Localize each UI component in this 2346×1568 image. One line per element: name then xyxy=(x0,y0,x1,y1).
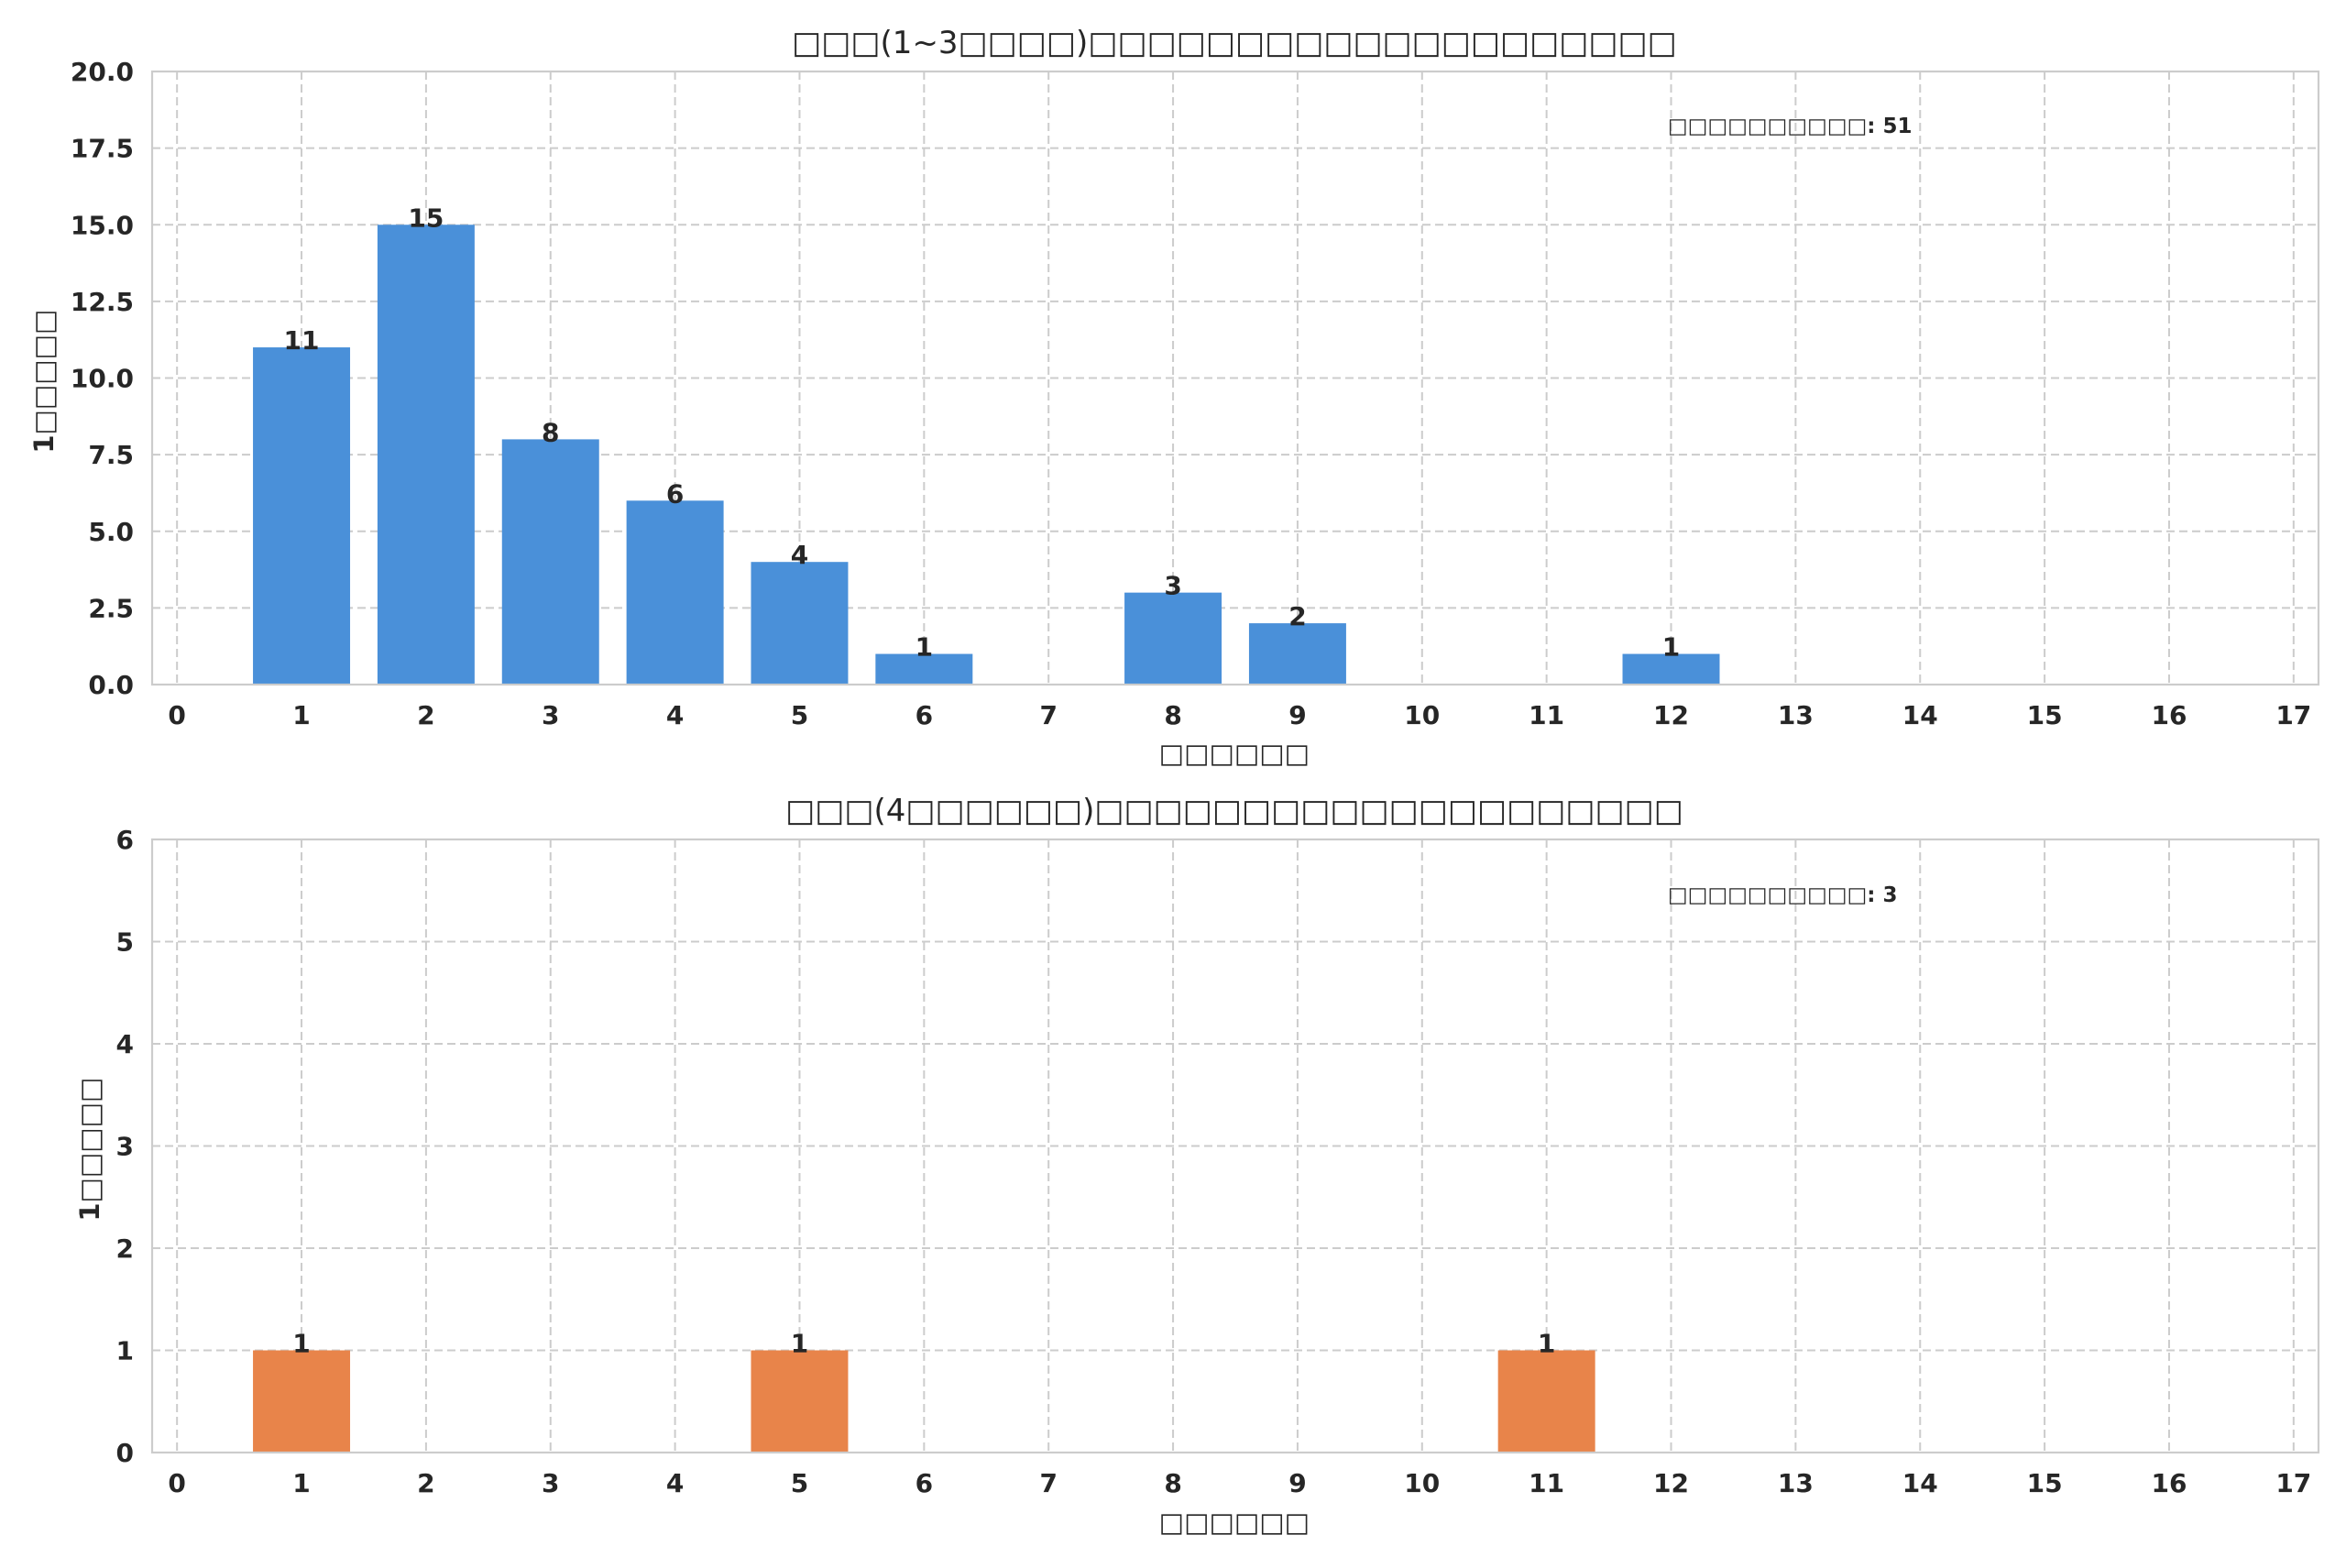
top-chart-annotation: □□□□□□□□□□: 51 xyxy=(1668,115,1913,138)
top-chart-x-tick-label: 15 xyxy=(2027,700,2063,730)
top-chart-x-tick-label: 3 xyxy=(542,700,559,730)
top-chart-bar-value-label: 11 xyxy=(284,325,320,356)
top-chart-bar-value-label: 15 xyxy=(408,203,444,233)
bottom-chart-ylabel: 1□□□□□ xyxy=(74,1077,105,1221)
bottom-chart-x-tick-label: 6 xyxy=(915,1468,933,1498)
top-chart-x-tick-label: 10 xyxy=(1404,700,1440,730)
top-chart-x-tick-label: 11 xyxy=(1529,700,1564,730)
bottom-chart-x-tick-label: 15 xyxy=(2027,1468,2063,1498)
top-chart-x-tick-label: 8 xyxy=(1164,700,1181,730)
top-chart-y-tick-label: 0.0 xyxy=(88,670,134,700)
top-chart-x-tick-label: 17 xyxy=(2275,700,2311,730)
top-chart-x-tick-label: 6 xyxy=(915,700,933,730)
bottom-chart-bar-value-label: 1 xyxy=(1538,1329,1555,1359)
top-chart-bar xyxy=(626,500,724,685)
top-chart-axes-frame xyxy=(150,70,2320,686)
bottom-chart-axes-frame xyxy=(150,838,2320,1454)
bottom-chart-x-tick-label: 1 xyxy=(292,1468,310,1498)
top-chart-bar-value-label: 1 xyxy=(915,632,933,663)
bottom-chart-x-tick-label: 10 xyxy=(1404,1468,1440,1498)
bottom-chart-x-tick-label: 0 xyxy=(168,1468,185,1498)
top-chart-bar xyxy=(377,225,475,685)
bottom-chart-bar-value-label: 1 xyxy=(791,1329,808,1359)
bottom-chart-bar xyxy=(1497,1350,1595,1453)
bottom-chart-bar xyxy=(751,1350,849,1453)
bottom-chart-bar-value-label: 1 xyxy=(292,1329,310,1359)
bottom-chart-x-tick-label: 8 xyxy=(1164,1468,1181,1498)
top-chart-x-tick-label: 4 xyxy=(666,700,684,730)
bottom-chart-x-tick-label: 2 xyxy=(417,1468,434,1498)
bottom-chart-x-tick-label: 3 xyxy=(542,1468,559,1498)
top-chart-y-tick-label: 17.5 xyxy=(71,134,134,164)
bottom-chart-y-tick-label: 0 xyxy=(116,1438,134,1468)
top-chart-x-tick-label: 9 xyxy=(1288,700,1306,730)
top-chart-panel: 0 1 2 3 4 5 6 7 8 9 10 11 12 13 14 15 16 170.02.55.07.510… xyxy=(28,25,2320,769)
bottom-chart-y-tick-label: 6 xyxy=(116,825,134,855)
top-chart-bar-value-label: 8 xyxy=(542,417,559,447)
top-chart-x-tick-label: 1 xyxy=(292,700,310,730)
bottom-chart-x-tick-label: 14 xyxy=(1902,1468,1938,1498)
top-chart-bar-value-label: 6 xyxy=(666,478,684,509)
top-chart-y-tick-label: 7.5 xyxy=(88,440,134,470)
bottom-chart-y-tick-label: 2 xyxy=(116,1234,134,1264)
top-chart-bar xyxy=(875,653,973,685)
top-chart-bar-value-label: 1 xyxy=(1662,632,1680,663)
bottom-chart-x-tick-label: 13 xyxy=(1778,1468,1814,1498)
bottom-chart-x-tick-label: 5 xyxy=(791,1468,808,1498)
bottom-chart-x-tick-label: 12 xyxy=(1653,1468,1689,1498)
top-chart-y-tick-label: 5.0 xyxy=(88,517,134,547)
top-chart-bar-value-label: 2 xyxy=(1288,601,1306,631)
bottom-chart-y-tick-label: 4 xyxy=(116,1029,134,1059)
bottom-chart-annotation: □□□□□□□□□□: 3 xyxy=(1668,883,1898,907)
top-chart-ylabel: 1□□□□□ xyxy=(28,309,60,453)
bottom-chart-title: □□□(4□□□□□□)□□□□□□□□□□□□□□□□□□□□ xyxy=(785,793,1683,829)
top-chart-title: □□□(1~3□□□□)□□□□□□□□□□□□□□□□□□□□ xyxy=(792,25,1677,61)
top-chart-x-tick-label: 16 xyxy=(2151,700,2187,730)
bottom-chart-x-tick-label: 11 xyxy=(1529,1468,1564,1498)
bottom-chart-x-tick-label: 7 xyxy=(1039,1468,1057,1498)
top-chart-bar xyxy=(751,562,849,685)
bottom-chart-y-tick-label: 1 xyxy=(116,1336,134,1366)
bottom-chart-x-tick-label: 16 xyxy=(2151,1468,2187,1498)
top-chart-y-tick-label: 12.5 xyxy=(71,287,134,317)
bottom-chart-y-tick-label: 3 xyxy=(116,1132,134,1162)
top-chart-y-tick-label: 20.0 xyxy=(71,57,134,87)
bottom-chart-y-tick-label: 5 xyxy=(116,927,134,958)
top-chart-bar xyxy=(1124,592,1222,685)
top-chart-bar xyxy=(1622,653,1720,685)
bottom-chart-xlabel: □□□□□□ xyxy=(1159,1507,1310,1538)
bottom-chart-x-tick-label: 17 xyxy=(2275,1468,2311,1498)
top-chart-x-tick-label: 14 xyxy=(1902,700,1938,730)
top-chart-y-tick-label: 10.0 xyxy=(71,364,134,394)
top-chart-y-tick-label: 2.5 xyxy=(88,593,134,623)
top-chart-x-tick-label: 12 xyxy=(1653,700,1689,730)
top-chart-bar-value-label: 3 xyxy=(1164,571,1181,601)
top-chart-xlabel: □□□□□□ xyxy=(1159,738,1310,769)
top-chart-x-tick-label: 7 xyxy=(1039,700,1057,730)
bottom-chart-x-tick-label: 4 xyxy=(666,1468,684,1498)
top-chart-x-tick-label: 2 xyxy=(417,700,434,730)
top-chart-y-tick-label: 15.0 xyxy=(71,210,134,240)
top-chart-plot-area: 0 1 2 3 4 5 6 7 8 9 10 11 12 13 14 15 16 170.02.55.07.510… xyxy=(71,57,2320,730)
top-chart-bar-value-label: 4 xyxy=(791,540,808,570)
top-chart-bar xyxy=(501,439,599,685)
top-chart-x-tick-label: 0 xyxy=(168,700,185,730)
bottom-chart-x-tick-label: 9 xyxy=(1288,1468,1306,1498)
top-chart-bar xyxy=(1248,623,1346,685)
bottom-chart-bar xyxy=(253,1350,351,1453)
top-chart-x-tick-label: 13 xyxy=(1778,700,1814,730)
top-chart-x-tick-label: 5 xyxy=(791,700,808,730)
top-chart-bar xyxy=(253,347,351,685)
